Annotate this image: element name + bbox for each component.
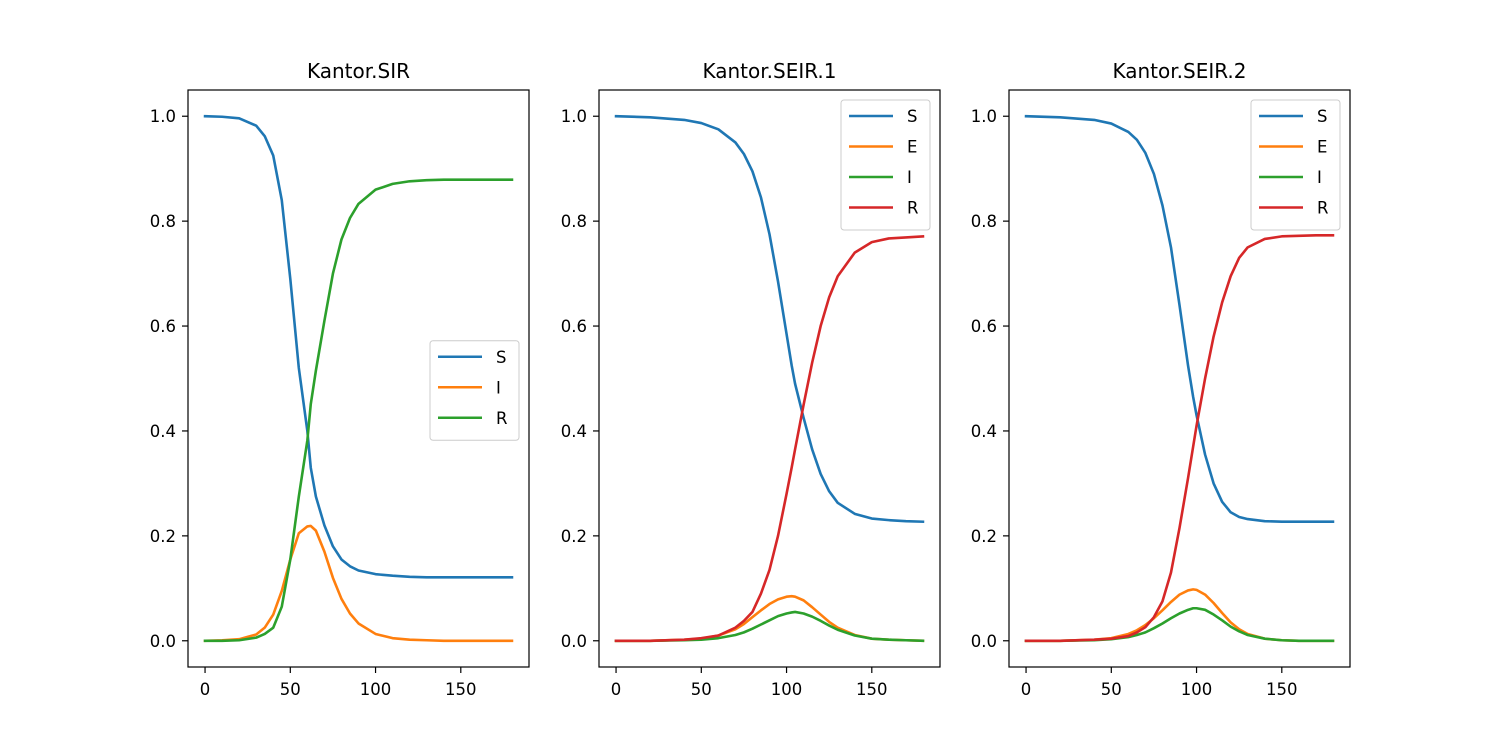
x-tick-label: 150	[1266, 680, 1298, 699]
legend-label-I: I	[496, 378, 501, 397]
legend-label-S: S	[1317, 107, 1327, 126]
axes-frame	[187, 89, 530, 668]
x-tick-label: 0	[611, 680, 622, 699]
series-line-E	[1024, 588, 1335, 643]
legend-frame	[840, 99, 931, 231]
y-tick-label: 1.0	[971, 107, 997, 126]
x-tick-label: 150	[856, 680, 888, 699]
chart-title: Kantor.SEIR.1	[702, 59, 836, 83]
series-line-R	[1024, 234, 1335, 643]
y-tick-label: 0.2	[150, 527, 176, 546]
legend-label-E: E	[1317, 138, 1327, 157]
legend: SEIR	[840, 99, 931, 231]
y-tick-label: 0.6	[150, 317, 176, 336]
y-tick-label: 0.6	[561, 317, 587, 336]
y-tick-label: 0.4	[150, 422, 176, 441]
y-tick-label: 0.2	[971, 527, 997, 546]
x-tick-label: 150	[445, 680, 477, 699]
y-tick-label: 0.0	[150, 632, 176, 651]
legend-label-E: E	[907, 138, 917, 157]
y-tick-label: 0.8	[150, 212, 176, 231]
chart-title: Kantor.SEIR.2	[1112, 59, 1246, 83]
series-line-E	[614, 594, 925, 643]
y-tick-label: 0.0	[971, 632, 997, 651]
y-tick-label: 0.4	[971, 422, 997, 441]
x-tick-label: 50	[280, 680, 301, 699]
legend: SEIR	[1250, 99, 1341, 231]
y-tick-label: 0.6	[971, 317, 997, 336]
series-line-I	[1024, 606, 1335, 643]
legend-label-I: I	[907, 168, 912, 187]
axes-frame	[598, 89, 941, 668]
series-line-R	[614, 234, 925, 643]
x-tick-label: 100	[771, 680, 803, 699]
x-tick-label: 0	[200, 680, 211, 699]
legend-label-S: S	[496, 348, 506, 367]
series-line-R	[203, 178, 514, 643]
subplot-1: Kantor.SIR 0 50 100 150 0.0 0.2 0.4 0.6 0.8 1.0 SIR	[150, 59, 530, 699]
subplot-3: Kantor.SEIR.2 0 50 100 150 0.0 0.2 0.4 0.6 0.8 1.0…	[971, 59, 1351, 699]
x-tick-label: 0	[1021, 680, 1032, 699]
series-line-S	[203, 114, 514, 579]
y-tick-label: 0.0	[561, 632, 587, 651]
y-tick-label: 0.4	[561, 422, 587, 441]
x-tick-label: 50	[1101, 680, 1122, 699]
y-tick-label: 0.2	[561, 527, 587, 546]
x-tick-label: 100	[360, 680, 392, 699]
y-tick-label: 0.8	[561, 212, 587, 231]
series-line-I	[614, 610, 925, 643]
series-line-S	[1024, 114, 1335, 524]
series-line-I	[203, 524, 514, 643]
legend-label-R: R	[1317, 199, 1328, 218]
legend-label-I: I	[1317, 168, 1322, 187]
chart-title: Kantor.SIR	[307, 59, 410, 83]
legend: SIR	[429, 340, 520, 441]
subplot-2: Kantor.SEIR.1 0 50 100 150 0.0 0.2 0.4 0.6 0.8 1.0…	[561, 59, 941, 699]
x-tick-label: 100	[1181, 680, 1213, 699]
legend-label-S: S	[907, 107, 917, 126]
series-line-S	[614, 114, 925, 524]
y-tick-label: 0.8	[971, 212, 997, 231]
y-tick-label: 1.0	[561, 107, 587, 126]
axes-frame	[1008, 89, 1351, 668]
legend-label-R: R	[496, 409, 507, 428]
y-tick-label: 1.0	[150, 107, 176, 126]
legend-frame	[429, 340, 520, 441]
legend-frame	[1250, 99, 1341, 231]
x-tick-label: 50	[691, 680, 712, 699]
legend-label-R: R	[907, 199, 918, 218]
